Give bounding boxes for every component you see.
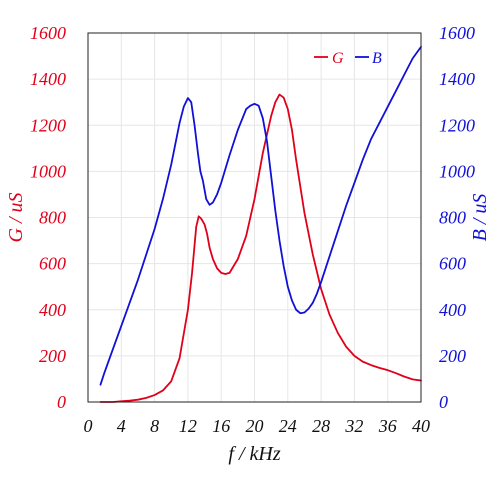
- y-left-tick-label: 400: [39, 300, 66, 320]
- y-right-tick-label: 0: [439, 392, 448, 412]
- y-axis-right-title: B / uS: [469, 194, 491, 242]
- series-lines: [99, 45, 422, 403]
- y-left-tick-label: 1200: [30, 115, 66, 135]
- plot-frame: [87, 32, 422, 403]
- y-right-tick-label: 1400: [439, 69, 475, 89]
- y-right-tick-label: 200: [439, 346, 466, 366]
- y-right-tick-label: 800: [439, 208, 466, 228]
- legend-g-label: G: [332, 50, 344, 67]
- x-tick-label: 40: [412, 416, 430, 436]
- y-left-tick-label: 800: [39, 208, 66, 228]
- x-tick-label: 20: [246, 416, 264, 436]
- y-left-tick-label: 200: [39, 346, 66, 366]
- x-tick-label: 36: [378, 416, 397, 436]
- y-right-tick-label: 1600: [439, 23, 475, 43]
- y-right-tick-label: 1000: [439, 161, 475, 181]
- series-b-line: [99, 45, 422, 386]
- y-left-tick-label: 1400: [30, 69, 66, 89]
- series-g-line: [99, 93, 422, 403]
- legend-b-label: B: [372, 50, 382, 67]
- y-left-tick-label: 1600: [30, 23, 66, 43]
- x-tick-label: 16: [212, 416, 230, 436]
- x-tick-label: 12: [179, 416, 197, 436]
- x-tick-label: 4: [117, 416, 126, 436]
- y-right-tick-label: 600: [439, 254, 466, 274]
- y-axis-left-title: G / uS: [5, 193, 27, 243]
- y-left-tick-label: 600: [39, 254, 66, 274]
- legend: G B: [314, 50, 382, 67]
- x-tick-label: 8: [150, 416, 159, 436]
- y-left-tick-label: 1000: [30, 161, 66, 181]
- x-axis-title: f / kHz: [228, 443, 280, 465]
- grid: [88, 33, 421, 402]
- y-right-tick-label: 400: [439, 300, 466, 320]
- x-tick-label: 0: [84, 416, 93, 436]
- x-tick-label: 24: [279, 416, 297, 436]
- x-tick-label: 28: [312, 416, 330, 436]
- x-tick-label: 32: [344, 416, 363, 436]
- y-left-tick-label: 0: [57, 392, 66, 412]
- y-right-tick-label: 1200: [439, 115, 475, 135]
- tick-labels: 0200400600800100012001400160002004006008…: [30, 23, 475, 436]
